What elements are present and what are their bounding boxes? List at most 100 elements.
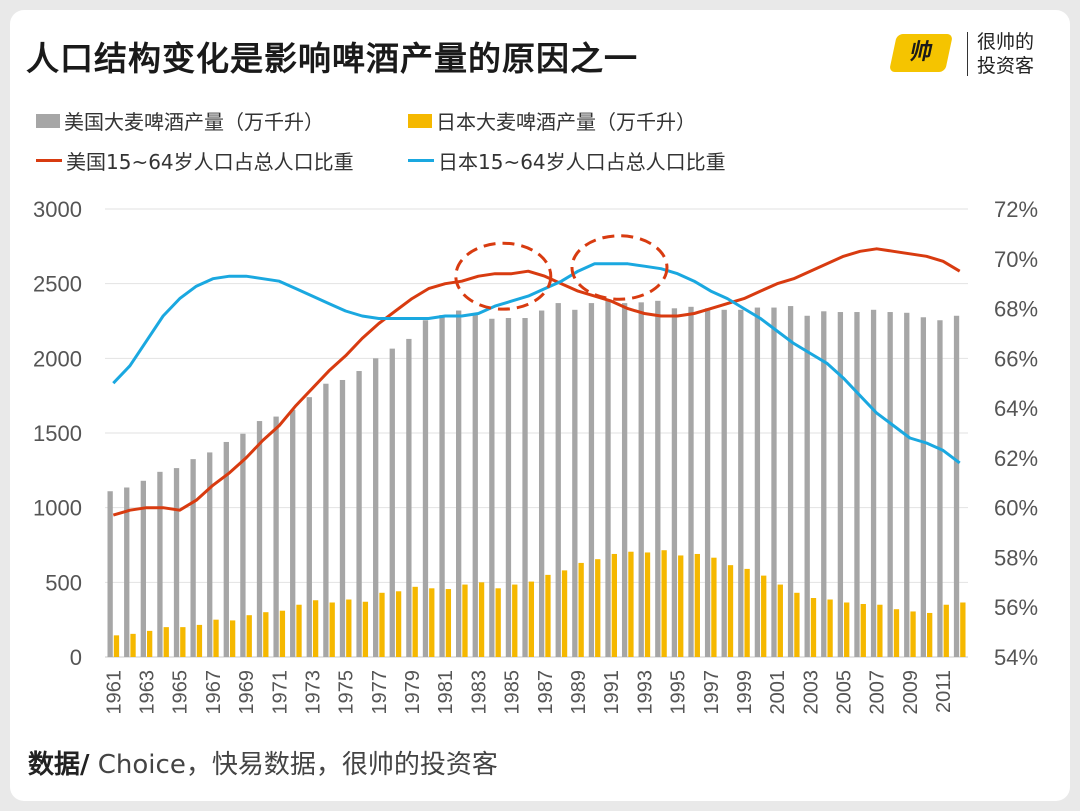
x-tick-label: 1975 <box>336 670 358 715</box>
y-right-tick-label: 68% <box>994 297 1038 322</box>
bar-us-beer <box>339 379 346 657</box>
bar-us-beer <box>787 306 794 657</box>
brand-logo: 帅 很帅的 投资客 <box>888 28 1063 80</box>
bar-jp-beer <box>495 588 501 657</box>
line-jp-pop <box>112 262 961 465</box>
bar-us-beer <box>804 315 810 657</box>
bar-jp-beer <box>794 592 800 657</box>
legend-item-jp-beer: 日本大麦啤酒产量（万千升） <box>408 106 696 135</box>
bar-jp-beer <box>611 553 617 657</box>
bar-us-beer <box>406 338 412 657</box>
y-left-tick-label: 2500 <box>33 272 82 297</box>
y-right-tick-label: 72% <box>994 197 1038 222</box>
bar-us-beer <box>439 315 445 657</box>
bar-jp-beer <box>229 620 236 657</box>
bar-jp-beer <box>694 553 700 657</box>
x-tick-label: 1967 <box>203 670 225 715</box>
y-left-tick-label: 1000 <box>33 496 82 521</box>
bar-us-beer <box>107 491 113 657</box>
y-right-tick-label: 66% <box>994 346 1038 371</box>
bar-us-beer <box>173 468 180 657</box>
bar-jp-beer <box>329 602 335 657</box>
x-tick-label: 1989 <box>568 670 590 715</box>
bar-us-beer <box>572 309 578 657</box>
y-left-tick-label: 0 <box>70 645 82 670</box>
bar-us-beer <box>489 318 495 657</box>
bar-jp-beer <box>561 570 568 657</box>
bar-jp-beer <box>910 611 916 657</box>
brand-divider <box>967 32 968 76</box>
bar-us-beer <box>538 310 545 657</box>
bar-us-beer <box>124 487 130 657</box>
x-tick-label: 1995 <box>668 670 690 715</box>
bar-us-beer <box>771 307 777 657</box>
bar-jp-beer <box>346 599 352 657</box>
bar-us-beer <box>157 471 163 657</box>
brand-line-1: 很帅的 <box>977 31 1035 53</box>
legend-label-jp-pop: 日本15~64岁人口占总人口比重 <box>438 150 726 174</box>
bar-us-beer <box>190 459 196 657</box>
y-right-tick-label: 64% <box>994 396 1038 421</box>
bar-jp-beer <box>412 586 418 657</box>
x-tick-label: 1999 <box>734 670 756 715</box>
bar-us-beer <box>953 315 960 657</box>
annotation-ellipse <box>454 241 553 311</box>
legend-item-us-pop: 美国15~64岁人口占总人口比重 <box>36 146 354 175</box>
bar-us-beer <box>754 307 761 657</box>
bar-us-beer <box>605 299 611 657</box>
legend-label-us-beer: 美国大麦啤酒产量（万千升） <box>64 110 324 134</box>
bar-us-beer <box>323 383 329 657</box>
bar-jp-beer <box>960 602 966 657</box>
bar-jp-beer <box>146 630 153 657</box>
bar-us-beer <box>505 318 512 657</box>
x-tick-label: 1969 <box>236 670 258 715</box>
bar-us-beer <box>870 309 877 657</box>
x-tick-label: 1987 <box>535 670 557 715</box>
bar-us-beer <box>373 358 379 657</box>
legend-label-jp-beer: 日本大麦啤酒产量（万千升） <box>436 110 696 134</box>
x-tick-label: 1963 <box>136 670 158 715</box>
bar-us-beer <box>422 320 429 657</box>
bar-jp-beer <box>595 559 601 657</box>
bar-jp-beer <box>279 610 286 657</box>
bar-jp-beer <box>130 633 136 657</box>
y-left-tick-label: 1500 <box>33 421 82 446</box>
bar-us-beer <box>306 397 312 657</box>
bar-us-beer <box>290 409 296 657</box>
x-tick-label: 2003 <box>800 670 822 715</box>
bar-us-beer <box>704 308 711 657</box>
bar-jp-beer <box>810 598 817 657</box>
bar-us-beer <box>140 480 146 657</box>
bar-jp-beer <box>196 624 203 657</box>
y-right-tick-label: 60% <box>994 496 1038 521</box>
bar-jp-beer <box>163 627 169 657</box>
bar-us-beer <box>256 421 263 657</box>
bar-jp-beer <box>379 592 385 657</box>
bar-us-beer <box>837 312 844 657</box>
bar-us-beer <box>854 312 860 657</box>
x-tick-label: 1979 <box>402 670 424 715</box>
brand-name: 很帅的 投资客 <box>977 30 1034 78</box>
page-title: 人口结构变化是影响啤酒产量的原因之一 <box>26 39 638 78</box>
y-right-tick-label: 54% <box>994 645 1038 670</box>
y-right-tick-label: 62% <box>994 446 1038 471</box>
y-left-tick-label: 3000 <box>33 197 82 222</box>
bar-jp-beer <box>545 574 551 657</box>
bar-jp-beer <box>628 551 634 657</box>
bar-jp-beer <box>927 612 933 657</box>
x-tick-label: 1961 <box>103 670 125 715</box>
brand-line-2: 投资客 <box>977 55 1035 77</box>
chart-legend: 美国大麦啤酒产量（万千升） 日本大麦啤酒产量（万千升） 美国15~64岁人口占总… <box>36 106 936 186</box>
bar-us-beer <box>207 452 213 657</box>
bar-us-beer <box>920 317 927 657</box>
bar-jp-beer <box>395 591 402 657</box>
bar-us-beer <box>904 312 910 657</box>
bar-jp-beer <box>578 562 584 657</box>
bar-us-beer <box>356 371 362 657</box>
bar-jp-beer <box>661 550 667 657</box>
bar-jp-beer <box>246 615 252 657</box>
line-us-pop <box>112 247 961 517</box>
bar-jp-beer <box>478 582 485 657</box>
x-tick-label: 1977 <box>369 670 391 715</box>
